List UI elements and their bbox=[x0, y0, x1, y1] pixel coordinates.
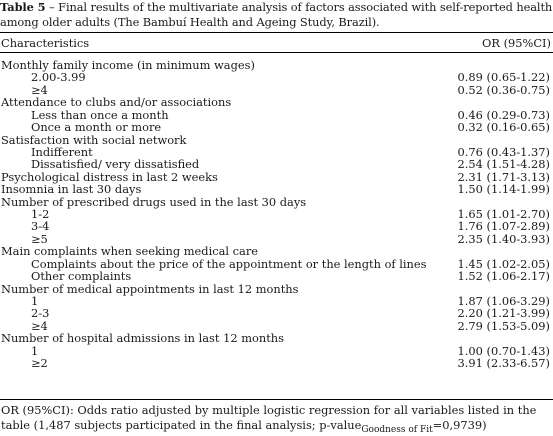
odds-ratio-cell bbox=[426, 332, 553, 344]
odds-ratio-cell: 0.89 (0.65-1.22) bbox=[457, 70, 550, 85]
odds-ratio-cell: 1.87 (1.06-3.29) bbox=[457, 294, 550, 309]
characteristic-cell: ≥4 bbox=[31, 82, 48, 97]
characteristic-cell: Main complaints when seeking medical car… bbox=[1, 244, 259, 259]
footnote-subscript: Goodness of Fit bbox=[361, 425, 433, 435]
characteristic-cell: Indifferent bbox=[31, 144, 93, 159]
characteristic-cell: 1 bbox=[31, 343, 39, 358]
table-group-row: Main complaints when seeking medical car… bbox=[0, 244, 553, 259]
bottom-rule bbox=[0, 399, 553, 400]
table-caption-label: Table 5 bbox=[0, 0, 46, 14]
odds-ratio-cell: 0.52 (0.36-0.75) bbox=[457, 82, 550, 97]
table-row: 1 1.87 (1.06-3.29) bbox=[0, 294, 553, 309]
odds-ratio-cell: 1.45 (1.02-2.05) bbox=[457, 256, 550, 271]
characteristic-cell: ≥2 bbox=[31, 356, 48, 371]
header-rule bbox=[0, 52, 553, 53]
characteristic-cell: 1 bbox=[31, 294, 39, 309]
column-header-or: OR (95%CI) bbox=[482, 36, 551, 50]
table-group-row: Number of prescribed drugs used in the l… bbox=[0, 194, 553, 209]
characteristic-cell: Once a month or more bbox=[31, 120, 162, 135]
table-group-row: Number of hospital admissions in last 12… bbox=[0, 331, 553, 346]
odds-ratio-cell bbox=[426, 96, 553, 108]
characteristic-cell: Less than once a month bbox=[31, 107, 169, 122]
table-row: Other complaints 1.52 (1.06-2.17) bbox=[0, 269, 553, 284]
table-row: ≥4 0.52 (0.36-0.75) bbox=[0, 82, 553, 97]
table-row: Indifferent 0.76 (0.43-1.37) bbox=[0, 144, 553, 159]
table-row: Complaints about the price of the appoin… bbox=[0, 256, 553, 271]
characteristic-cell: 1-2 bbox=[31, 207, 50, 222]
table-row: 1 1.00 (0.70-1.43) bbox=[0, 343, 553, 358]
odds-ratio-cell: 0.76 (0.43-1.37) bbox=[457, 144, 550, 159]
characteristic-cell: Satisfaction with social network bbox=[1, 132, 187, 147]
table-group-row: Insomnia in last 30 days 1.50 (1.14-1.99) bbox=[0, 182, 553, 197]
table-row: Once a month or more 0.32 (0.16-0.65) bbox=[0, 120, 553, 135]
table-group-row: Satisfaction with social network bbox=[0, 132, 553, 147]
table-group-row: Psychological distress in last 2 weeks 2.… bbox=[0, 169, 553, 184]
table-group-row: Monthly family income (in minimum wages) bbox=[0, 58, 553, 72]
odds-ratio-cell: 2.35 (1.40-3.93) bbox=[457, 231, 550, 246]
odds-ratio-cell: 0.32 (0.16-0.65) bbox=[457, 120, 550, 135]
characteristic-cell: Monthly family income (in minimum wages) bbox=[1, 58, 255, 72]
table-row: Dissatisfied/ very dissatisfied 2.54 (1.5… bbox=[0, 157, 553, 172]
footnote-text-end: =0,9739) bbox=[432, 418, 487, 432]
table-caption-text: – Final results of the multivariate anal… bbox=[0, 0, 553, 29]
table-row: Less than once a month 0.46 (0.29-0.73) bbox=[0, 107, 553, 122]
characteristic-cell: 2-3 bbox=[31, 306, 50, 321]
odds-ratio-cell: 1.76 (1.07-2.89) bbox=[457, 219, 550, 234]
footnote-text: OR (95%CI): Odds ratio adjusted by multi… bbox=[1, 403, 537, 432]
characteristic-cell: 2.00-3.99 bbox=[31, 70, 86, 85]
table-group-row: Attendance to clubs and/or associations bbox=[0, 95, 553, 110]
characteristic-cell: Other complaints bbox=[31, 269, 132, 284]
odds-ratio-cell: 1.52 (1.06-2.17) bbox=[457, 269, 550, 284]
characteristic-cell: Dissatisfied/ very dissatisfied bbox=[31, 157, 200, 172]
table-caption: Table 5 – Final results of the multivari… bbox=[0, 0, 553, 30]
odds-ratio-cell: 2.54 (1.51-4.28) bbox=[457, 157, 550, 172]
table-footnote: OR (95%CI): Odds ratio adjusted by multi… bbox=[1, 403, 551, 435]
characteristic-cell: Complaints about the price of the appoin… bbox=[31, 256, 427, 271]
results-table: Monthly family income (in minimum wages)… bbox=[0, 59, 553, 370]
table-row: 2.00-3.99 0.89 (0.65-1.22) bbox=[0, 70, 553, 85]
characteristic-cell: 3-4 bbox=[31, 219, 50, 234]
odds-ratio-cell: 2.79 (1.53-5.09) bbox=[457, 318, 550, 333]
table-group-row: Number of medical appointments in last 1… bbox=[0, 281, 553, 296]
column-header-characteristics: Characteristics bbox=[1, 36, 90, 50]
characteristic-cell: Number of medical appointments in last 1… bbox=[1, 281, 299, 296]
results-table-body: Monthly family income (in minimum wages)… bbox=[0, 59, 553, 370]
table-row: ≥4 2.79 (1.53-5.09) bbox=[0, 318, 553, 333]
characteristic-cell: ≥4 bbox=[31, 318, 48, 333]
odds-ratio-cell: 1.50 (1.14-1.99) bbox=[457, 182, 550, 197]
characteristic-cell: Number of prescribed drugs used in the l… bbox=[1, 194, 307, 209]
odds-ratio-cell: 1.00 (0.70-1.43) bbox=[457, 343, 550, 358]
table-row: ≥2 3.91 (2.33-6.57) bbox=[0, 356, 553, 371]
characteristic-cell: ≥5 bbox=[31, 231, 48, 246]
table-row: 1-2 1.65 (1.01-2.70) bbox=[0, 207, 553, 222]
odds-ratio-cell bbox=[426, 245, 553, 257]
table-row: 3-4 1.76 (1.07-2.89) bbox=[0, 219, 553, 234]
table-row: 2-3 2.20 (1.21-3.99) bbox=[0, 306, 553, 321]
odds-ratio-cell: 1.65 (1.01-2.70) bbox=[457, 207, 550, 222]
odds-ratio-cell: 2.20 (1.21-3.99) bbox=[457, 306, 550, 321]
characteristic-cell: Attendance to clubs and/or associations bbox=[1, 95, 232, 110]
top-rule bbox=[0, 32, 553, 33]
odds-ratio-cell: 2.31 (1.71-3.13) bbox=[457, 169, 550, 184]
table-row: ≥5 2.35 (1.40-3.93) bbox=[0, 231, 553, 246]
characteristic-cell: Insomnia in last 30 days bbox=[1, 182, 142, 197]
characteristic-cell: Number of hospital admissions in last 12… bbox=[1, 331, 284, 346]
odds-ratio-cell: 0.46 (0.29-0.73) bbox=[457, 107, 550, 122]
characteristic-cell: Psychological distress in last 2 weeks bbox=[1, 169, 218, 184]
odds-ratio-cell: 3.91 (2.33-6.57) bbox=[457, 356, 550, 371]
